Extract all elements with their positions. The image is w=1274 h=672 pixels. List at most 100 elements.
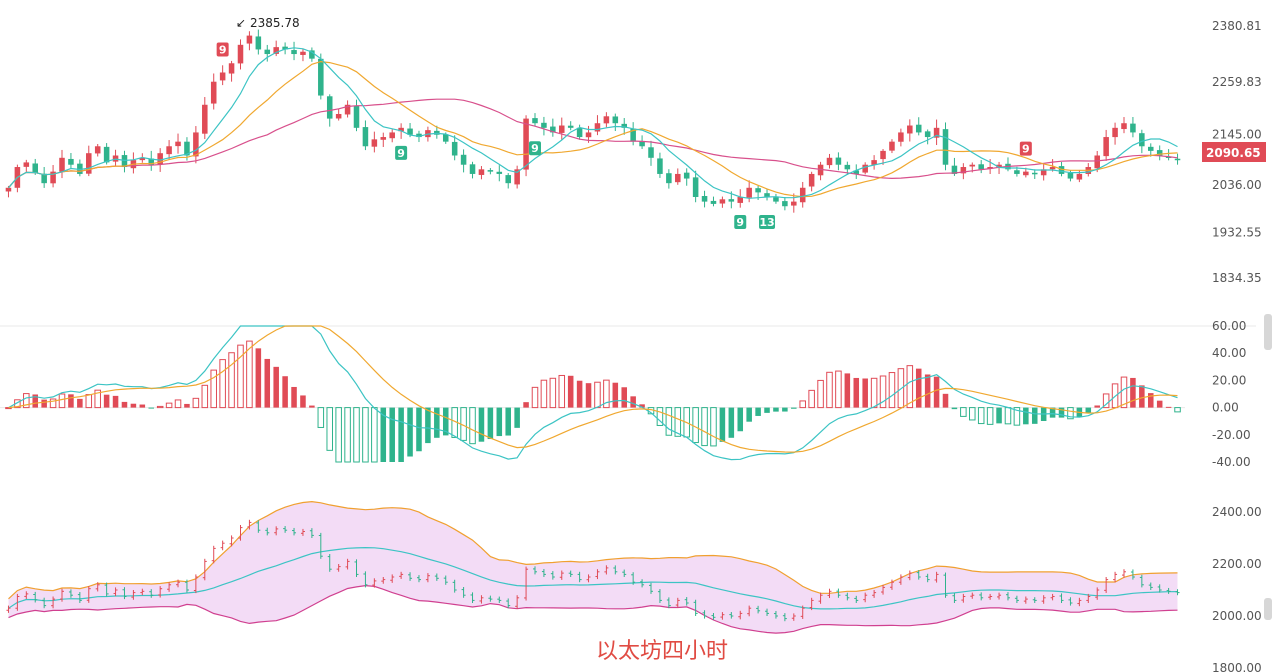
bollinger-ohlc-bar (738, 610, 743, 620)
macd-histogram-bar (1058, 407, 1065, 418)
candle-body (1174, 158, 1181, 161)
y-axis: 2380.81 2259.83 2145.00 2036.00 1932.55 1834.… (1212, 19, 1262, 672)
macd-axis-tick-label: 60.00 (1212, 319, 1246, 333)
macd-histogram-bar (112, 395, 119, 408)
candle (773, 193, 779, 204)
bollinger-ohlc-bar (77, 592, 82, 603)
candle (1156, 145, 1163, 161)
bollinger-ohlc-bar (24, 591, 29, 600)
bollinger-ohlc-bar (613, 565, 618, 575)
bollinger-ohlc-bar (550, 571, 555, 580)
macd-histogram-bar (915, 368, 922, 408)
bollinger-ohlc-bar (800, 605, 805, 619)
macd-histogram-bar (942, 393, 949, 408)
bollinger-ohlc-bar (381, 577, 386, 584)
candle-body (1058, 166, 1065, 174)
candle-body (264, 49, 271, 55)
macd-histogram-bar (1049, 407, 1056, 418)
candle (657, 152, 663, 178)
candle (907, 119, 913, 142)
signal-badge-bg (1019, 141, 1032, 156)
bollinger-ohlc-bar (693, 599, 698, 616)
scrollbar-handle-top[interactable] (1264, 314, 1272, 350)
candle-body (94, 146, 101, 154)
candle (924, 129, 931, 145)
macd-histogram-bar (130, 403, 137, 408)
macd-histogram-bar (371, 407, 378, 463)
macd-histogram-bar (469, 407, 476, 445)
candle (77, 159, 83, 177)
candle (594, 115, 601, 136)
macd-histogram-bar (23, 393, 30, 409)
candle (1147, 143, 1154, 157)
candle (915, 117, 922, 136)
macd-histogram-bar (264, 358, 271, 408)
signal-badges: 9 9 9 9 13 9 (216, 42, 1032, 229)
macd-histogram-bar (210, 369, 217, 409)
price-axis-tick-label: 1932.55 (1212, 226, 1262, 240)
candle (1174, 153, 1181, 165)
candle-body (701, 196, 708, 202)
candle-body (907, 125, 913, 134)
scrollbar-handle-bottom[interactable] (1264, 598, 1272, 620)
macd-histogram-bar (746, 407, 752, 422)
candle-body (692, 177, 699, 197)
candle (826, 153, 833, 169)
bollinger-ohlc-bar (149, 589, 154, 598)
bollinger-ohlc-bar (238, 525, 243, 541)
bollinger-ohlc-bar (907, 570, 912, 581)
macd-histogram-bar (148, 407, 155, 409)
macd-histogram-bar (1120, 376, 1128, 409)
macd-histogram-bar (862, 378, 868, 408)
candle (130, 152, 137, 174)
macd-histogram-bar (344, 407, 351, 463)
bollinger-mid-line (8, 546, 1178, 610)
bollinger-ohlc-bar (559, 570, 564, 580)
bollinger-ohlc-bar (184, 579, 189, 593)
signal-badge-bg (216, 42, 229, 57)
bollinger-ohlc-bar (1139, 574, 1144, 588)
candle (853, 164, 860, 179)
candle (978, 160, 984, 174)
candle-body (228, 63, 235, 74)
bollinger-ohlc-bar (416, 575, 421, 583)
candle-body (309, 50, 315, 59)
candle-body (1103, 137, 1109, 157)
candle-body (782, 201, 788, 207)
candle (112, 149, 119, 167)
candle (389, 129, 395, 143)
macd-histogram-bar (514, 407, 520, 428)
candle-body (898, 132, 904, 142)
candle (264, 44, 271, 62)
candle-body (478, 169, 485, 175)
candle-body (121, 155, 128, 168)
candle-body (460, 154, 467, 165)
candle-body (808, 173, 815, 187)
macd-histogram-bar (888, 372, 896, 409)
bollinger-ohlc-bar (274, 526, 279, 536)
signal-badge: 9 (734, 214, 747, 229)
bollinger-ohlc-bar (140, 588, 145, 596)
candle-body (237, 44, 244, 64)
macd-histogram-bar (549, 377, 557, 409)
macd-histogram-bar (228, 352, 235, 409)
candle-body (202, 104, 208, 134)
macd-histogram-bar (309, 405, 315, 408)
macd-panel (0, 325, 1185, 463)
candle-body (924, 131, 931, 138)
bollinger-ohlc-bar (818, 592, 823, 604)
macd-histogram-bar (1004, 407, 1012, 425)
candle (1076, 169, 1083, 183)
candle-body (1112, 127, 1118, 138)
bollinger-ohlc-bar (925, 573, 930, 583)
candle-body (318, 58, 324, 96)
candle-body (889, 141, 895, 151)
macd-histogram-bar (1130, 377, 1136, 408)
macd-histogram-bar (1139, 385, 1145, 408)
bollinger-ohlc-bar (934, 571, 939, 583)
candle (889, 139, 895, 154)
macd-histogram-bar (710, 407, 717, 447)
macd-histogram-bar (924, 374, 931, 408)
candle (799, 181, 806, 208)
candle (50, 165, 56, 188)
